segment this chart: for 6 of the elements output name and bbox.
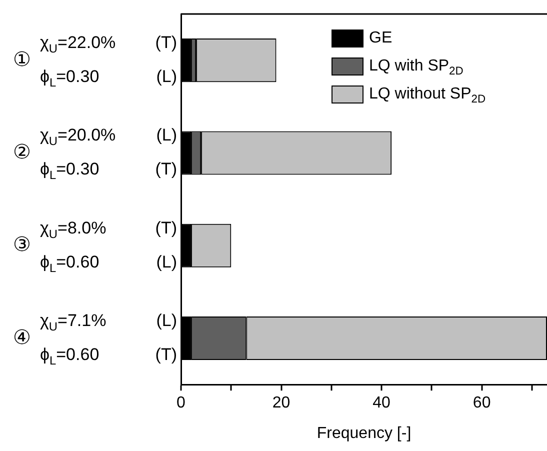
x-tick-label: 40	[372, 394, 391, 412]
x-tick-label: 0	[176, 394, 186, 412]
x-tick-label: 60	[472, 394, 491, 412]
x-tick-label: 20	[272, 394, 290, 412]
x-axis-title: Frequency [-]	[316, 424, 412, 442]
legend-label: GE	[369, 29, 392, 46]
